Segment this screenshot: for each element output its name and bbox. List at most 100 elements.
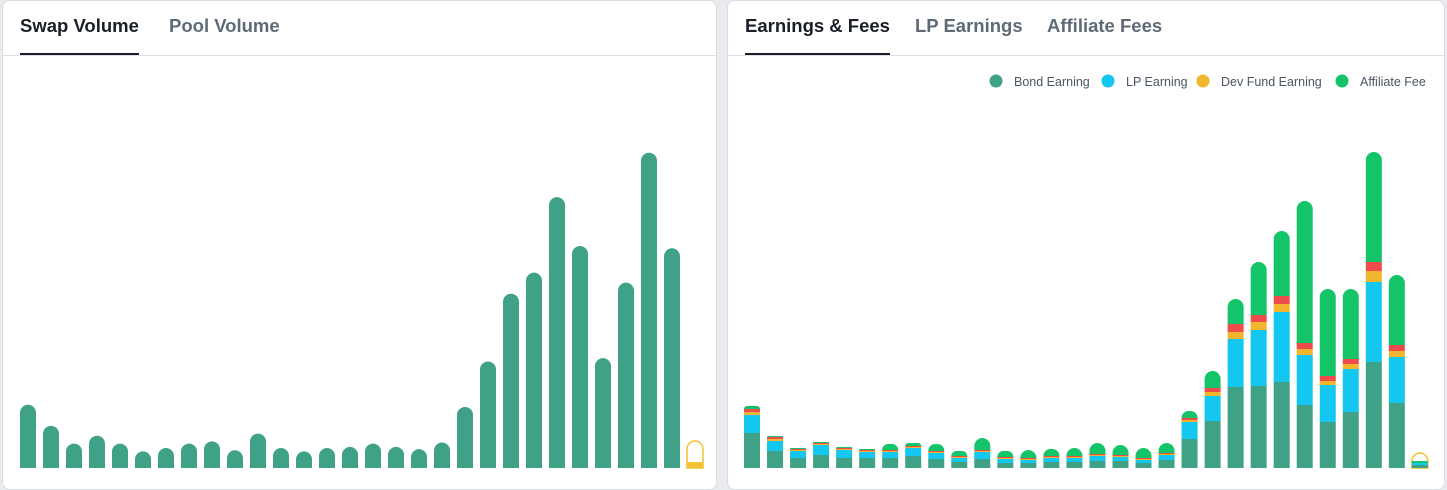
bar-segment-dev-fund-earning[interactable]: [859, 451, 876, 452]
bar-segment-series-4[interactable]: [1319, 376, 1336, 381]
bar-segment-dev-fund-earning[interactable]: [1365, 271, 1382, 282]
bar-segment-dev-fund-earning[interactable]: [1112, 456, 1129, 457]
bar-segment-series-4[interactable]: [1296, 343, 1313, 349]
bar-segment-affiliate-fee[interactable]: [1388, 275, 1405, 345]
bar-segment-series-4[interactable]: [1204, 388, 1221, 392]
bar-segment-affiliate-fee[interactable]: [1365, 152, 1382, 262]
bar-segment-series-4[interactable]: [882, 450, 899, 451]
volume-bar[interactable]: [43, 425, 59, 468]
bar-segment-series-4[interactable]: [836, 448, 853, 449]
bar-segment-dev-fund-earning[interactable]: [928, 452, 945, 453]
bar-segment-dev-fund-earning[interactable]: [1135, 459, 1152, 460]
tab-swap-volume[interactable]: Swap Volume: [20, 14, 139, 55]
bar-segment-affiliate-fee[interactable]: [813, 442, 830, 443]
bar-segment-lp-earning[interactable]: [1296, 355, 1313, 405]
bar-segment-bond-earning[interactable]: [1181, 439, 1198, 468]
bar-segment-series-4[interactable]: [905, 446, 922, 447]
bar-segment-bond-earning[interactable]: [905, 456, 922, 468]
bar-segment-affiliate-fee[interactable]: [1273, 231, 1290, 296]
volume-bar[interactable]: [204, 441, 220, 468]
bar-segment-lp-earning[interactable]: [882, 452, 899, 458]
bar-segment-dev-fund-earning[interactable]: [1066, 457, 1083, 458]
volume-bar[interactable]: [296, 451, 312, 468]
bar-segment-bond-earning[interactable]: [928, 459, 945, 468]
bar-segment-series-4[interactable]: [767, 437, 784, 439]
bar-segment-affiliate-fee[interactable]: [1342, 289, 1359, 359]
bar-segment-series-4[interactable]: [1158, 453, 1175, 454]
bar-segment-bond-earning[interactable]: [1273, 382, 1290, 468]
volume-bar[interactable]: [457, 406, 473, 468]
bar-segment-lp-earning[interactable]: [1342, 369, 1359, 412]
bar-segment-lp-earning[interactable]: [1250, 330, 1267, 386]
volume-bar[interactable]: [20, 404, 36, 468]
bar-segment-lp-earning[interactable]: [836, 450, 853, 458]
bar-segment-bond-earning[interactable]: [1112, 461, 1129, 468]
bar-segment-dev-fund-earning[interactable]: [790, 450, 807, 451]
tab-lp-earnings[interactable]: LP Earnings: [915, 15, 1023, 36]
volume-bar[interactable]: [342, 446, 358, 468]
bar-segment-lp-earning[interactable]: [1365, 282, 1382, 362]
bar-segment-lp-earning[interactable]: [744, 415, 760, 433]
bar-segment-bond-earning[interactable]: [1204, 421, 1221, 468]
bar-segment-bond-earning[interactable]: [1043, 462, 1060, 468]
bar-segment-series-4[interactable]: [1342, 359, 1359, 364]
bar-segment-bond-earning[interactable]: [1066, 462, 1083, 468]
tab-earnings-fees[interactable]: Earnings & Fees: [745, 14, 890, 55]
bar-segment-lp-earning[interactable]: [1158, 455, 1175, 460]
bar-segment-dev-fund-earning[interactable]: [767, 439, 784, 441]
bar-segment-bond-earning[interactable]: [813, 455, 830, 468]
bar-segment-bond-earning[interactable]: [1089, 461, 1106, 468]
bar-segment-bond-earning[interactable]: [882, 458, 899, 468]
bar-segment-bond-earning[interactable]: [997, 463, 1014, 468]
legend-item[interactable]: Dev Fund Earning: [1196, 74, 1322, 90]
bar-segment-dev-fund-earning[interactable]: [1273, 304, 1290, 312]
volume-bar[interactable]: [411, 449, 427, 468]
bar-segment-dev-fund-earning[interactable]: [1158, 454, 1175, 455]
bar-segment-dev-fund-earning[interactable]: [1296, 349, 1313, 355]
bar-segment-affiliate-fee[interactable]: [1296, 201, 1313, 343]
bar-segment-bond-earning[interactable]: [859, 458, 876, 468]
bar-segment-series-4[interactable]: [813, 443, 830, 444]
bar-segment-lp-earning[interactable]: [767, 441, 784, 451]
bar-segment-series-4[interactable]: [997, 457, 1014, 458]
volume-bar[interactable]: [641, 152, 657, 468]
bar-segment-series-4[interactable]: [790, 449, 807, 450]
volume-bar[interactable]: [388, 446, 404, 468]
volume-bar-partial[interactable]: [687, 462, 703, 468]
bar-segment-bond-earning[interactable]: [1250, 386, 1267, 468]
volume-bar[interactable]: [135, 451, 151, 468]
volume-bar[interactable]: [526, 272, 542, 468]
bar-segment-bond-earning[interactable]: [1319, 422, 1336, 468]
bar-segment-bond-earning[interactable]: [1365, 362, 1382, 468]
bar-segment-affiliate-fee[interactable]: [1319, 289, 1336, 376]
bar-segment-affiliate-fee[interactable]: [1020, 450, 1037, 458]
bar-segment-lp-earning[interactable]: [1319, 385, 1336, 422]
bar-segment-lp-earning[interactable]: [928, 453, 945, 459]
bar-segment-bond-earning[interactable]: [1296, 405, 1313, 468]
bar-segment-affiliate-fee[interactable]: [1158, 443, 1175, 453]
bar-segment-affiliate-fee[interactable]: [882, 444, 899, 450]
bar-segment-lp-earning[interactable]: [1066, 458, 1083, 462]
bar-segment-affiliate-fee[interactable]: [1411, 461, 1428, 463]
bar-segment-series-4[interactable]: [1365, 262, 1382, 271]
bar-segment-affiliate-fee[interactable]: [1250, 262, 1267, 315]
bar-segment-lp-earning[interactable]: [1411, 463, 1428, 465]
bar-segment-lp-earning[interactable]: [997, 459, 1014, 463]
legend-item[interactable]: Affiliate Fee: [1335, 74, 1426, 90]
bar-segment-affiliate-fee[interactable]: [790, 448, 807, 449]
tab-affiliate-fees[interactable]: Affiliate Fees: [1047, 15, 1163, 36]
bar-segment-affiliate-fee[interactable]: [744, 406, 760, 409]
bar-segment-bond-earning[interactable]: [1158, 460, 1175, 468]
volume-bar[interactable]: [549, 197, 565, 468]
bar-segment-lp-earning[interactable]: [1181, 422, 1198, 439]
bar-segment-series-4[interactable]: [1020, 458, 1037, 459]
bar-segment-dev-fund-earning[interactable]: [882, 451, 899, 452]
bar-segment-affiliate-fee[interactable]: [1112, 445, 1129, 455]
bar-segment-lp-earning[interactable]: [1043, 458, 1060, 462]
bar-segment-affiliate-fee[interactable]: [1066, 448, 1083, 456]
bar-segment-series-4[interactable]: [1227, 324, 1244, 332]
bar-segment-affiliate-fee[interactable]: [767, 436, 784, 437]
legend-item[interactable]: Bond Earning: [989, 74, 1090, 90]
bar-segment-series-4[interactable]: [928, 451, 945, 452]
bar-segment-dev-fund-earning[interactable]: [1204, 392, 1221, 396]
